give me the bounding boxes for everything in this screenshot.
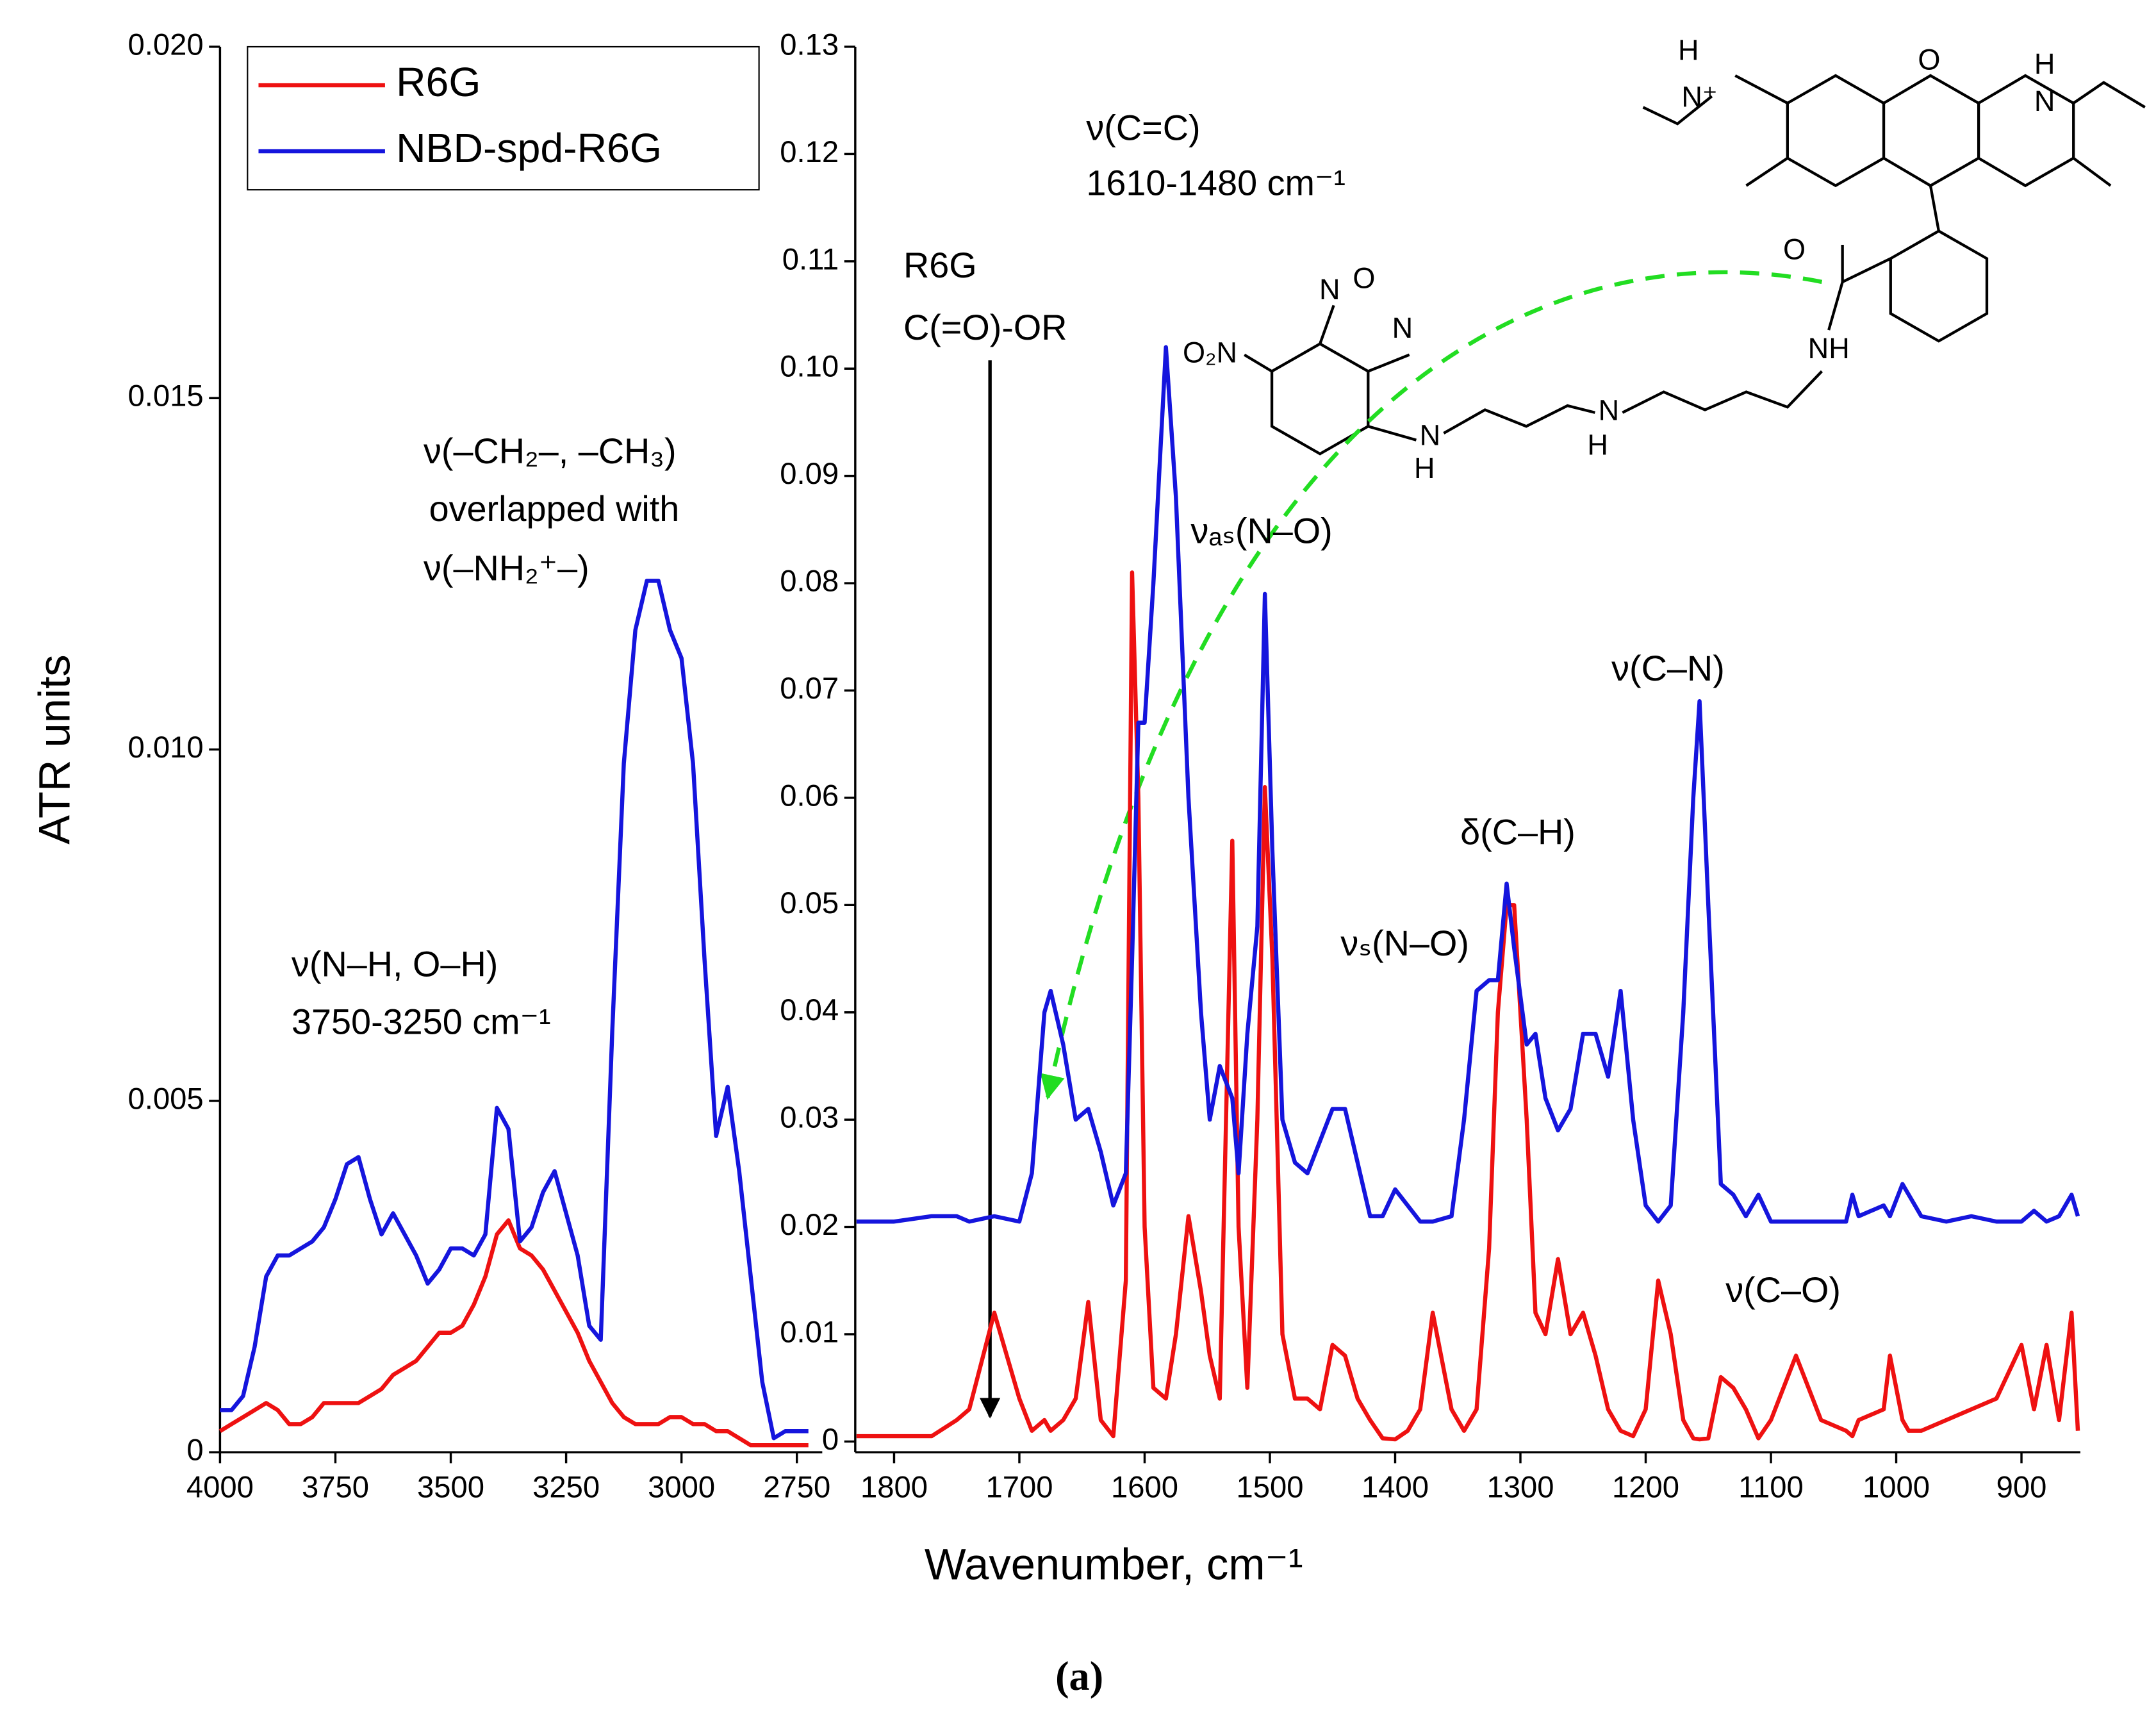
annotation: ν(C=C) — [1086, 108, 1200, 148]
y-tick-label: 0.02 — [780, 1208, 839, 1242]
legend: R6G NBD-spd-R6G — [247, 45, 760, 191]
x-tick-label: 1200 — [1612, 1471, 1679, 1505]
atom-label: O — [1783, 233, 1806, 266]
y-tick-label: 0.04 — [780, 993, 839, 1027]
legend-label: NBD-spd-R6G — [396, 125, 662, 171]
atom-label: O — [1918, 43, 1940, 76]
atom-label: H — [2034, 47, 2055, 80]
y-tick-label: 0.05 — [780, 886, 839, 920]
y-axis-label: ATR units — [29, 654, 79, 844]
annotation: C(=O)-OR — [903, 307, 1067, 347]
y-tick-label: 0.11 — [782, 242, 839, 276]
x-tick-label: 3250 — [532, 1471, 600, 1505]
y-tick-label: 0.020 — [128, 28, 204, 62]
benzoyl-ring — [1827, 229, 1989, 343]
nbd-ring — [1244, 304, 1417, 456]
xanthene-rings — [1642, 74, 2146, 231]
y-tick-label: 0 — [822, 1423, 839, 1457]
legend-label: R6G — [396, 59, 481, 105]
annotation: ν(–NH₂⁺–) — [424, 547, 589, 588]
annotation: ν(C–O) — [1725, 1269, 1841, 1310]
atom-label: N — [2034, 85, 2055, 117]
atom-label: H — [1678, 33, 1699, 66]
annotation: νₐₛ(N–O) — [1190, 510, 1332, 550]
x-tick-label: 1400 — [1362, 1471, 1429, 1505]
y-tick-label: 0.03 — [780, 1101, 839, 1135]
annotation: ν(N–H, O–H) — [292, 943, 498, 984]
x-tick-label: 3500 — [417, 1471, 484, 1505]
annotation: νₛ(N–O) — [1340, 923, 1469, 963]
y-tick-label: 0.01 — [780, 1315, 839, 1349]
legend-box — [247, 45, 760, 191]
x-tick-label: 1500 — [1236, 1471, 1303, 1505]
x-tick-label: 4000 — [186, 1471, 254, 1505]
x-tick-label: 900 — [1996, 1471, 2047, 1505]
y-tick-label: 0.010 — [128, 731, 204, 765]
y-tick-label: 0.12 — [780, 135, 839, 169]
spectrum-line — [218, 1218, 809, 1448]
x-tick-label: 3750 — [302, 1471, 369, 1505]
y-tick-label: 0.10 — [780, 350, 839, 384]
atom-label: H — [1587, 428, 1608, 461]
atom-label: N — [1599, 394, 1620, 427]
x-tick-label: 1600 — [1111, 1471, 1178, 1505]
atom-label: H — [1414, 452, 1435, 484]
x-tick-label: 1300 — [1486, 1471, 1554, 1505]
annotation: δ(C–H) — [1460, 811, 1576, 852]
caption: (a) — [1055, 1653, 1103, 1699]
atom-label: NH — [1808, 332, 1850, 365]
annotation: ν(–CH₂–, –CH₃) — [424, 431, 677, 471]
y-tick-label: 0 — [186, 1434, 203, 1468]
spectrum-line — [220, 579, 809, 1441]
atom-label: N⁺ — [1681, 80, 1717, 113]
spectrum-line — [856, 345, 2080, 1224]
y-tick-label: 0.09 — [780, 457, 839, 491]
x-tick-label: 2750 — [763, 1471, 830, 1505]
atom-label: O — [1353, 262, 1375, 295]
atom-label: N — [1420, 418, 1441, 451]
y-tick-label: 0.015 — [128, 379, 204, 413]
y-tick-label: 0.07 — [780, 672, 839, 706]
atom-label: O₂N — [1183, 336, 1237, 369]
x-axis-label: Wavenumber, cm⁻¹ — [925, 1540, 1303, 1589]
x-tick-label: 3000 — [648, 1471, 715, 1505]
annotation: 3750-3250 cm⁻¹ — [292, 1002, 551, 1042]
annotation: overlapped with — [429, 488, 680, 529]
atom-label: N — [1392, 311, 1413, 344]
y-tick-label: 0.005 — [128, 1082, 204, 1116]
x-tick-label: 1700 — [985, 1471, 1053, 1505]
annotation: 1610-1480 cm⁻¹ — [1086, 162, 1345, 203]
annotation: ν(C–N) — [1611, 648, 1725, 688]
spectrum-line — [856, 570, 2080, 1442]
atom-label: N — [1319, 273, 1340, 306]
x-tick-label: 1000 — [1863, 1471, 1930, 1505]
x-tick-label: 1100 — [1738, 1471, 1804, 1505]
y-tick-label: 0.13 — [780, 28, 839, 62]
x-tick-label: 1800 — [860, 1471, 928, 1505]
annotation: R6G — [903, 245, 977, 285]
y-tick-label: 0.08 — [780, 565, 839, 599]
green-arrow — [1040, 270, 1823, 1100]
y-tick-label: 0.06 — [780, 779, 839, 813]
spermidine-chain — [1443, 370, 1823, 434]
